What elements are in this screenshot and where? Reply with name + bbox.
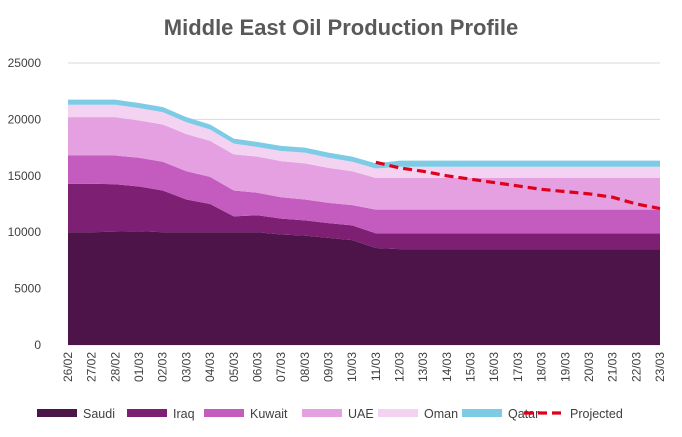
y-tick-label: 10000 bbox=[8, 225, 42, 239]
x-tick-label: 05/03 bbox=[227, 352, 241, 382]
x-tick-label: 02/03 bbox=[156, 352, 170, 382]
x-tick-label: 15/03 bbox=[464, 352, 478, 382]
y-axis: 0 5000 10000 15000 20000 25000 bbox=[8, 56, 42, 352]
x-tick-label: 03/03 bbox=[179, 352, 193, 382]
legend-swatch-saudi bbox=[37, 409, 77, 417]
legend-label: Kuwait bbox=[250, 407, 288, 421]
x-tick-label: 22/03 bbox=[629, 352, 643, 382]
x-tick-label: 13/03 bbox=[416, 352, 430, 382]
y-tick-label: 20000 bbox=[8, 112, 42, 126]
legend-swatch-qatar bbox=[462, 409, 502, 417]
legend-label: Iraq bbox=[173, 407, 195, 421]
x-tick-label: 07/03 bbox=[274, 352, 288, 382]
x-tick-label: 14/03 bbox=[440, 352, 454, 382]
projection-layer bbox=[375, 160, 661, 211]
stacked-areas bbox=[68, 99, 660, 345]
legend-label: Projected bbox=[570, 407, 623, 421]
y-tick-label: 25000 bbox=[8, 56, 42, 70]
area-series-qatar bbox=[68, 99, 660, 169]
x-tick-label: 18/03 bbox=[535, 352, 549, 382]
legend: Saudi Iraq Kuwait UAE Oman Qatar Projected bbox=[37, 407, 623, 421]
x-tick-label: 06/03 bbox=[250, 352, 264, 382]
legend-label: Qatar bbox=[508, 407, 539, 421]
x-tick-label: 26/02 bbox=[61, 352, 75, 382]
area-series-saudi bbox=[68, 231, 660, 345]
area-series-iraq bbox=[68, 183, 660, 250]
x-tick-label: 20/03 bbox=[582, 352, 596, 382]
x-tick-label: 09/03 bbox=[321, 352, 335, 382]
x-tick-label: 11/03 bbox=[369, 352, 383, 381]
projected-line bbox=[375, 160, 661, 211]
area-series-uae bbox=[68, 117, 660, 210]
x-tick-label: 12/03 bbox=[393, 352, 407, 382]
x-tick-label: 16/03 bbox=[487, 352, 501, 382]
y-tick-label: 5000 bbox=[14, 282, 41, 296]
x-tick-label: 27/02 bbox=[85, 352, 99, 382]
area-series-kuwait bbox=[68, 155, 660, 234]
legend-label: Oman bbox=[424, 407, 458, 421]
area-series-oman bbox=[68, 104, 660, 179]
x-tick-label: 01/03 bbox=[132, 352, 146, 382]
chart-title: Middle East Oil Production Profile bbox=[164, 15, 518, 40]
legend-swatch-kuwait bbox=[204, 409, 244, 417]
x-axis: 26/02 27/02 28/02 01/03 02/03 03/03 04/03 05/03… bbox=[61, 352, 667, 382]
x-tick-label: 10/03 bbox=[345, 352, 359, 382]
x-tick-label: 08/03 bbox=[298, 352, 312, 382]
y-tick-label: 0 bbox=[34, 338, 41, 352]
legend-label: Saudi bbox=[83, 407, 115, 421]
y-tick-label: 15000 bbox=[8, 169, 42, 183]
legend-swatch-uae bbox=[302, 409, 342, 417]
x-tick-label: 28/02 bbox=[108, 352, 122, 382]
x-tick-label: 17/03 bbox=[511, 352, 525, 382]
legend-swatch-oman bbox=[378, 409, 418, 417]
legend-label: UAE bbox=[348, 407, 374, 421]
legend-swatch-iraq bbox=[127, 409, 167, 417]
x-tick-label: 21/03 bbox=[606, 352, 620, 382]
x-tick-label: 23/03 bbox=[653, 352, 667, 382]
x-tick-label: 04/03 bbox=[203, 352, 217, 382]
x-tick-label: 19/03 bbox=[558, 352, 572, 382]
